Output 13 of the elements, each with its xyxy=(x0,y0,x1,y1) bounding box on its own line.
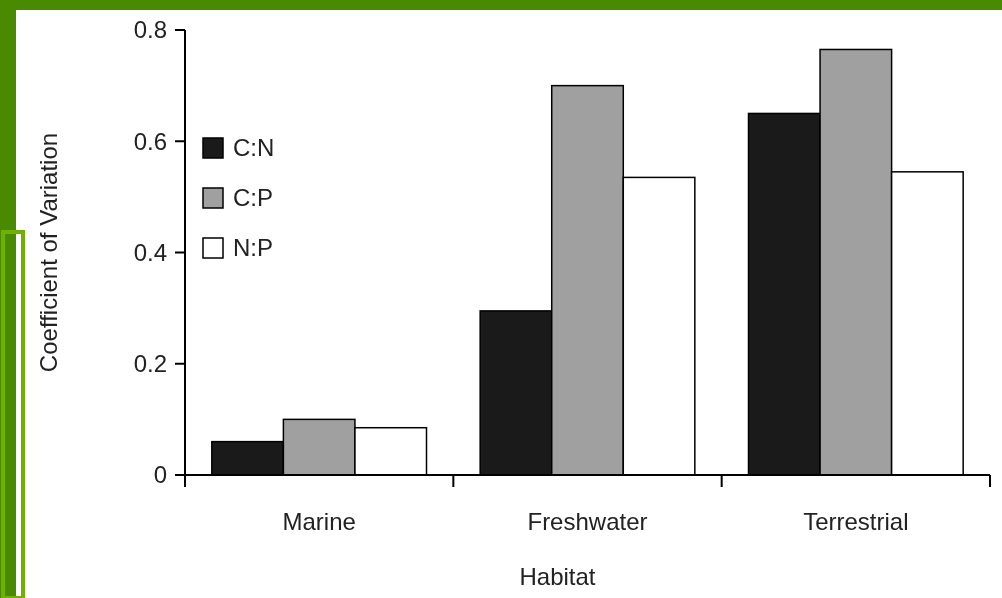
y-axis-title: Coefficient of Variation xyxy=(35,132,62,373)
y-tick-label: 0.2 xyxy=(133,350,167,378)
y-tick-label: 0 xyxy=(153,461,167,489)
legend-label: C:N xyxy=(233,134,275,162)
y-tick-label: 0.8 xyxy=(133,16,167,44)
x-tick-label: Freshwater xyxy=(527,508,648,535)
y-tick-label: 0.6 xyxy=(133,127,167,155)
legend-label: C:P xyxy=(233,184,274,212)
y-tick-label: 0.4 xyxy=(133,238,167,266)
x-tick-label: Marine xyxy=(282,508,356,535)
x-tick-label: Terrestrial xyxy=(803,508,909,535)
x-axis-title: Habitat xyxy=(519,563,596,590)
legend-label: N:P xyxy=(233,234,274,262)
